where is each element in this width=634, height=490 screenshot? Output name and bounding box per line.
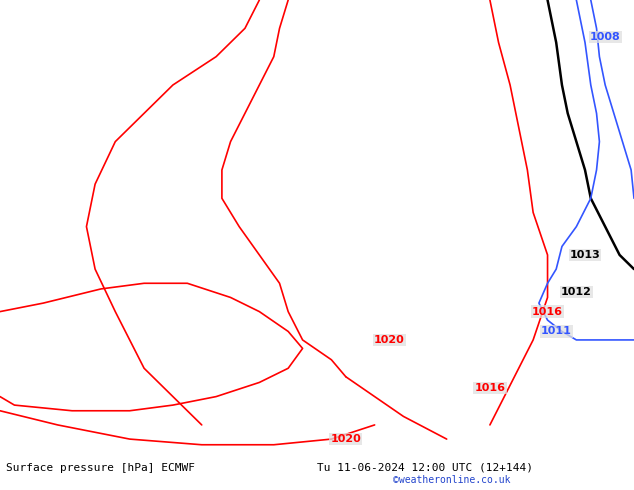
Text: ©weatheronline.co.uk: ©weatheronline.co.uk (393, 475, 510, 485)
Text: 1012: 1012 (561, 287, 592, 297)
Text: 1008: 1008 (590, 32, 621, 42)
Text: Tu 11-06-2024 12:00 UTC (12+144): Tu 11-06-2024 12:00 UTC (12+144) (317, 463, 533, 473)
Text: Surface pressure [hPa] ECMWF: Surface pressure [hPa] ECMWF (6, 463, 195, 473)
Text: 1016: 1016 (532, 307, 563, 317)
Text: 1016: 1016 (474, 383, 505, 393)
Text: 1020: 1020 (330, 434, 361, 444)
Text: 1013: 1013 (569, 250, 600, 260)
Text: 1011: 1011 (541, 326, 572, 337)
Text: 1020: 1020 (373, 335, 404, 345)
